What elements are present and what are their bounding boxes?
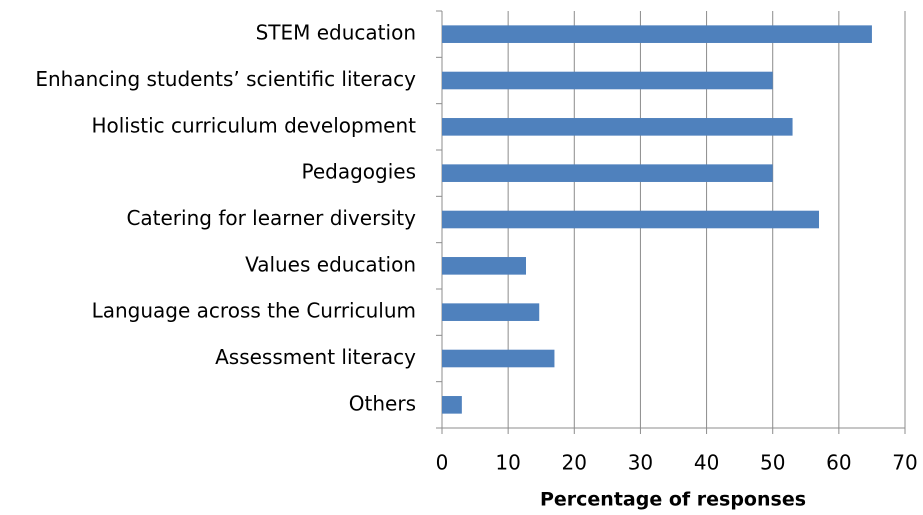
bar xyxy=(442,25,872,43)
bar xyxy=(442,71,773,90)
y-tick-label: Enhancing students’ scientific literacy xyxy=(35,67,416,91)
x-tick-label: 0 xyxy=(436,451,449,475)
x-axis-label: Percentage of responses xyxy=(540,489,806,511)
bar xyxy=(442,303,540,321)
y-tick-label: Pedagogies xyxy=(301,160,416,184)
y-tick-label: Values education xyxy=(245,252,416,276)
x-tick-label: 40 xyxy=(694,451,719,475)
bar xyxy=(442,164,773,182)
y-tick-label: Catering for learner diversity xyxy=(126,206,416,230)
x-tick-label: 30 xyxy=(628,451,653,475)
bar xyxy=(442,349,555,368)
y-tick-label: Language across the Curriculum xyxy=(92,299,416,323)
y-tick-label: Holistic curriculum development xyxy=(91,113,416,137)
bar xyxy=(442,118,793,136)
y-tick-label: STEM education xyxy=(256,21,416,45)
y-tick-label: Assessment literacy xyxy=(215,345,416,369)
bar xyxy=(442,396,462,414)
x-tick-label: 50 xyxy=(760,451,785,475)
x-tick-label: 70 xyxy=(892,451,917,475)
bar xyxy=(442,210,820,229)
bar xyxy=(442,257,527,275)
y-tick-label: Others xyxy=(349,391,416,415)
x-tick-label: 10 xyxy=(495,451,520,475)
x-tick-label: 20 xyxy=(562,451,587,475)
x-tick-label: 60 xyxy=(826,451,851,475)
